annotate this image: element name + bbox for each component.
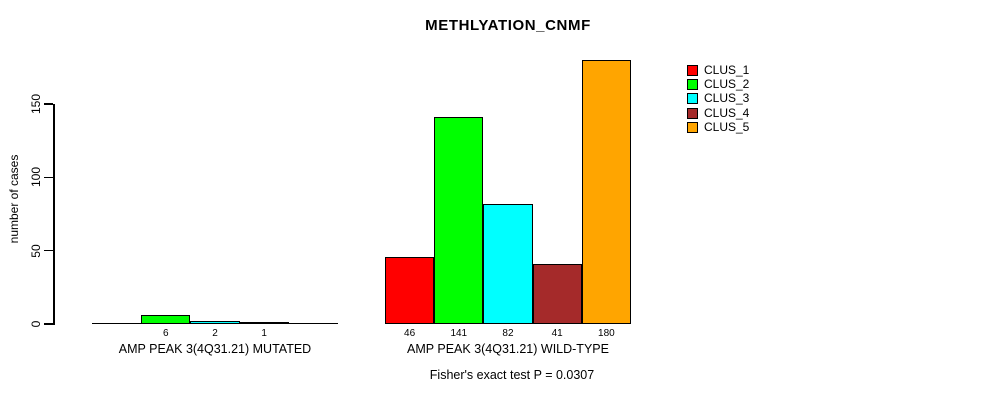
bar-clus_2 <box>141 315 191 324</box>
bar-clus_2 <box>434 117 484 324</box>
bar-clus_1 <box>385 257 435 324</box>
bar-value-label: 180 <box>598 328 615 339</box>
bar-value-label: 46 <box>404 328 416 339</box>
y-axis-title: number of cases <box>7 154 21 244</box>
y-tick-mark <box>44 103 53 105</box>
legend-item-clus_3: CLUS_3 <box>687 92 749 105</box>
legend-swatch-clus_1 <box>687 65 698 76</box>
y-tick-label: 100 <box>29 167 43 188</box>
y-tick-mark <box>44 323 53 325</box>
legend-label: CLUS_3 <box>704 91 750 106</box>
legend-label: CLUS_5 <box>704 119 750 134</box>
bar-value-label: 82 <box>502 328 514 339</box>
bar-clus_4 <box>239 322 289 324</box>
bar-value-label: 1 <box>261 328 267 339</box>
legend-item-clus_4: CLUS_4 <box>687 105 750 120</box>
bar-clus_5 <box>581 60 631 324</box>
group-label: AMP PEAK 3(4Q31.21) MUTATED <box>118 342 312 356</box>
legend-item-clus_1: CLUS_1 <box>687 64 749 77</box>
legend-label: CLUS_2 <box>704 77 750 92</box>
bar-clus_3 <box>190 321 240 324</box>
legend-swatch-clus_5 <box>687 121 698 133</box>
y-tick-mark <box>44 176 53 179</box>
legend-item-clus_5: CLUS_5 <box>687 119 750 134</box>
legend-label: CLUS_4 <box>704 105 750 120</box>
bar-value-label: 6 <box>163 328 169 339</box>
legend-swatch-clus_4 <box>687 107 698 119</box>
bar-clus_4 <box>532 264 582 324</box>
chart-title: METHLYATION_CNMF <box>425 17 591 34</box>
bar-value-label: 141 <box>450 328 468 339</box>
y-tick-label: 50 <box>29 243 43 258</box>
y-axis-line <box>53 104 55 325</box>
y-tick-mark <box>44 249 53 252</box>
group-label: AMP PEAK 3(4Q31.21) WILD-TYPE <box>407 342 609 356</box>
legend-swatch-clus_3 <box>687 93 698 105</box>
legend-swatch-clus_2 <box>687 79 698 91</box>
bar-value-label: 41 <box>551 328 563 339</box>
legend-label: CLUS_1 <box>704 63 750 77</box>
fisher-test-annotation: Fisher's exact test P = 0.0307 <box>429 368 595 382</box>
y-tick-label: 0 <box>29 320 43 328</box>
bar-value-label: 2 <box>212 328 218 339</box>
y-tick-label: 150 <box>29 93 43 114</box>
legend-item-clus_2: CLUS_2 <box>687 78 749 91</box>
bar-clus_3 <box>483 204 533 324</box>
